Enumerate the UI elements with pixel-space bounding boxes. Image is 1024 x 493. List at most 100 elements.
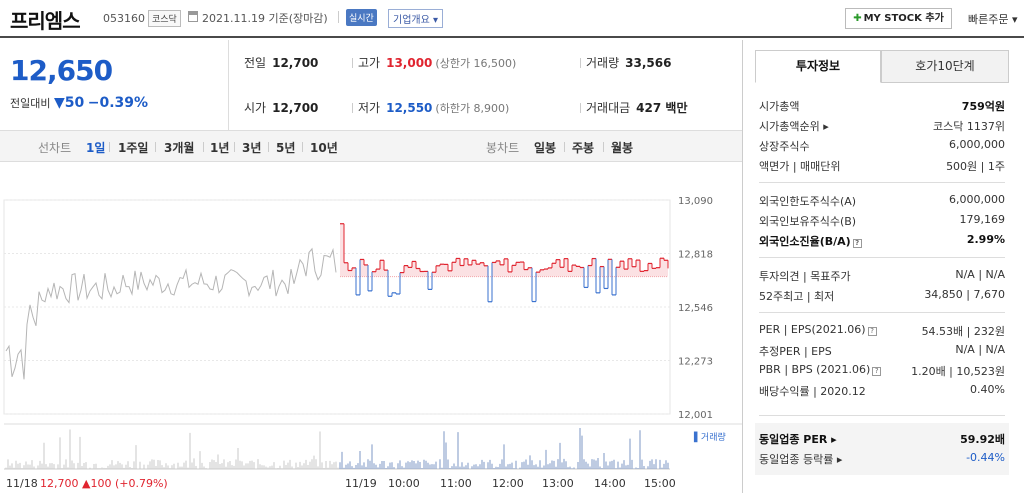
prev-close-cell: 전일 12,700 — [244, 54, 318, 71]
info-row-value: N/A | N/A — [955, 343, 1005, 356]
my-stock-add-button[interactable]: ✚ MY STOCK 추가 — [845, 8, 952, 29]
info-row-value: 759억원 — [961, 100, 1005, 113]
divider — [564, 142, 565, 152]
info-row-label: 외국인소진율(B/A)? — [759, 233, 862, 249]
tab-1d[interactable]: 1일 — [86, 141, 106, 155]
prev-close-value: 12,700 ▲100 (+0.79%) — [40, 477, 168, 490]
low-value: 12,550 — [386, 101, 433, 115]
market-badge: 코스닥 — [148, 10, 181, 27]
info-row-value: 2.99% — [966, 233, 1005, 246]
info-row-label: 상장주식수 — [759, 140, 810, 153]
info-row-value: 59.92배 — [960, 433, 1005, 446]
help-icon[interactable]: ? — [852, 239, 862, 248]
prev-close-label: 전일 — [244, 56, 267, 70]
divider — [580, 103, 581, 113]
info-row: 52주최고 | 최저 34,850 | 7,670 — [759, 288, 1005, 308]
y-tick-label: 12,818 — [678, 250, 713, 261]
info-row: 시가총액순위 ▸ 코스닥 1137위 — [759, 118, 1005, 138]
help-icon[interactable]: ? — [867, 327, 877, 336]
x-tick-label: 15:00 — [644, 477, 676, 490]
base-date: 2021.11.19 기준(장마감) — [202, 12, 328, 25]
tab-daily[interactable]: 일봉 — [534, 141, 557, 155]
info-row: 동일업종 등락률 ▸ -0.44% — [759, 451, 1005, 471]
info-row-label: PBR | BPS (2021.06)? — [759, 363, 882, 376]
my-stock-label: MY STOCK 추가 — [863, 13, 944, 24]
info-row: 외국인한도주식수(A) 6,000,000 — [759, 193, 1005, 213]
x-tick-label: 13:00 — [542, 477, 574, 490]
volume-cell: 거래량 33,566 — [580, 54, 671, 71]
tab-orderbook-10[interactable]: 호가10단계 — [881, 50, 1009, 83]
y-tick-label: 12,546 — [678, 303, 713, 314]
info-row: 투자의견 | 목표주가 N/A | N/A — [759, 268, 1005, 288]
amount-value: 427 백만 — [636, 101, 688, 115]
change-percent: −0.39% — [87, 95, 149, 111]
row-separator — [759, 257, 1005, 258]
upper-limit: (상한가 16,500) — [435, 57, 517, 70]
change-amount: ▼50 — [53, 95, 85, 111]
help-icon[interactable]: ? — [872, 367, 882, 376]
info-row: 액면가 | 매매단위 500원 | 1주 — [759, 158, 1005, 178]
quick-order-dropdown[interactable]: 빠른주문 ▾ — [968, 13, 1018, 26]
info-row-value: 코스닥 1137위 — [933, 120, 1005, 133]
info-row-label: 액면가 | 매매단위 — [759, 160, 841, 173]
divider — [352, 58, 353, 68]
info-tabs: 투자정보 호가10단계 — [755, 50, 1009, 83]
info-row-label: 외국인한도주식수(A) — [759, 195, 857, 208]
tab-monthly[interactable]: 월봉 — [611, 141, 634, 155]
info-row: 시가총액 759억원 — [759, 98, 1005, 118]
tab-1y[interactable]: 1년 — [210, 141, 230, 155]
row-separator — [759, 415, 1005, 416]
stock-header: 프리엠스 053160 코스닥 2021.11.19 기준(장마감) 실시간 기… — [0, 0, 1024, 38]
candle-chart-label: 봉차트 — [486, 141, 520, 155]
info-row-label: 52주최고 | 최저 — [759, 290, 835, 303]
current-price: 12,650 — [10, 54, 113, 87]
realtime-button[interactable]: 실시간 — [346, 9, 377, 26]
stock-code: 053160 — [103, 12, 145, 25]
info-row: 동일업종 PER ▸ 59.92배 — [759, 431, 1005, 451]
tab-invest-info[interactable]: 투자정보 — [755, 50, 881, 83]
stock-name: 프리엠스 — [10, 9, 81, 33]
info-row-label: 동일업종 PER ▸ — [759, 433, 837, 446]
divider — [352, 103, 353, 113]
tab-3m[interactable]: 3개월 — [164, 141, 195, 155]
tab-5y[interactable]: 5년 — [276, 141, 296, 155]
info-row-label: 배당수익률 | 2020.12 — [759, 385, 866, 398]
info-row-value: -0.44% — [966, 451, 1005, 464]
info-row-label: 시가총액순위 ▸ — [759, 120, 829, 133]
open-cell: 시가 12,700 — [244, 99, 318, 116]
info-row: PBR | BPS (2021.06)? 1.20배 | 10,523원 — [759, 363, 1005, 383]
price-panel: 12,650 전일대비 ▼50 −0.39% 전일 12,700 고가 13,000… — [0, 40, 743, 130]
open-label: 시가 — [244, 101, 267, 115]
info-row-label: 추정PER | EPS — [759, 345, 832, 358]
info-row-label: 시가총액 — [759, 100, 800, 113]
tab-weekly[interactable]: 주봉 — [572, 141, 595, 155]
info-row-value: N/A | N/A — [955, 268, 1005, 281]
tab-10y[interactable]: 10년 — [310, 141, 338, 155]
x-tick-label: 10:00 — [388, 477, 420, 490]
info-row: PER | EPS(2021.06)? 54.53배 | 232원 — [759, 323, 1005, 343]
high-cell: 고가 13,000 (상한가 16,500) — [352, 54, 516, 71]
open-value: 12,700 — [272, 101, 319, 115]
divider — [302, 142, 303, 152]
info-row-label: PER | EPS(2021.06)? — [759, 323, 877, 336]
y-tick-label: 13,090 — [678, 196, 713, 207]
x-tick-label: 12:00 — [492, 477, 524, 490]
high-label: 고가 — [358, 56, 381, 70]
series-prev-day — [5, 247, 337, 380]
volume-label: ▌거래량 — [693, 431, 726, 443]
tab-1w[interactable]: 1주일 — [118, 141, 149, 155]
price-change: 전일대비 ▼50 −0.39% — [10, 95, 148, 111]
high-value: 13,000 — [386, 56, 433, 70]
company-info-dropdown[interactable]: 기업개요 ▾ — [388, 9, 443, 28]
volume-label: 거래량 — [586, 56, 620, 70]
series-today-area — [340, 223, 668, 277]
info-row-value: 6,000,000 — [949, 138, 1005, 151]
y-tick-label: 12,273 — [678, 357, 713, 368]
tab-3y[interactable]: 3년 — [242, 141, 262, 155]
info-row: 추정PER | EPS N/A | N/A — [759, 343, 1005, 363]
divider — [580, 58, 581, 68]
industry-block-bg — [755, 423, 1009, 475]
intraday-chart[interactable]: 13,090 12,818 12,546 12,273 12,001 ▌거래량 11/19 1… — [0, 162, 742, 493]
chart-canvas: 13,090 12,818 12,546 12,273 12,001 ▌거래량 11/19 1… — [3, 196, 742, 490]
